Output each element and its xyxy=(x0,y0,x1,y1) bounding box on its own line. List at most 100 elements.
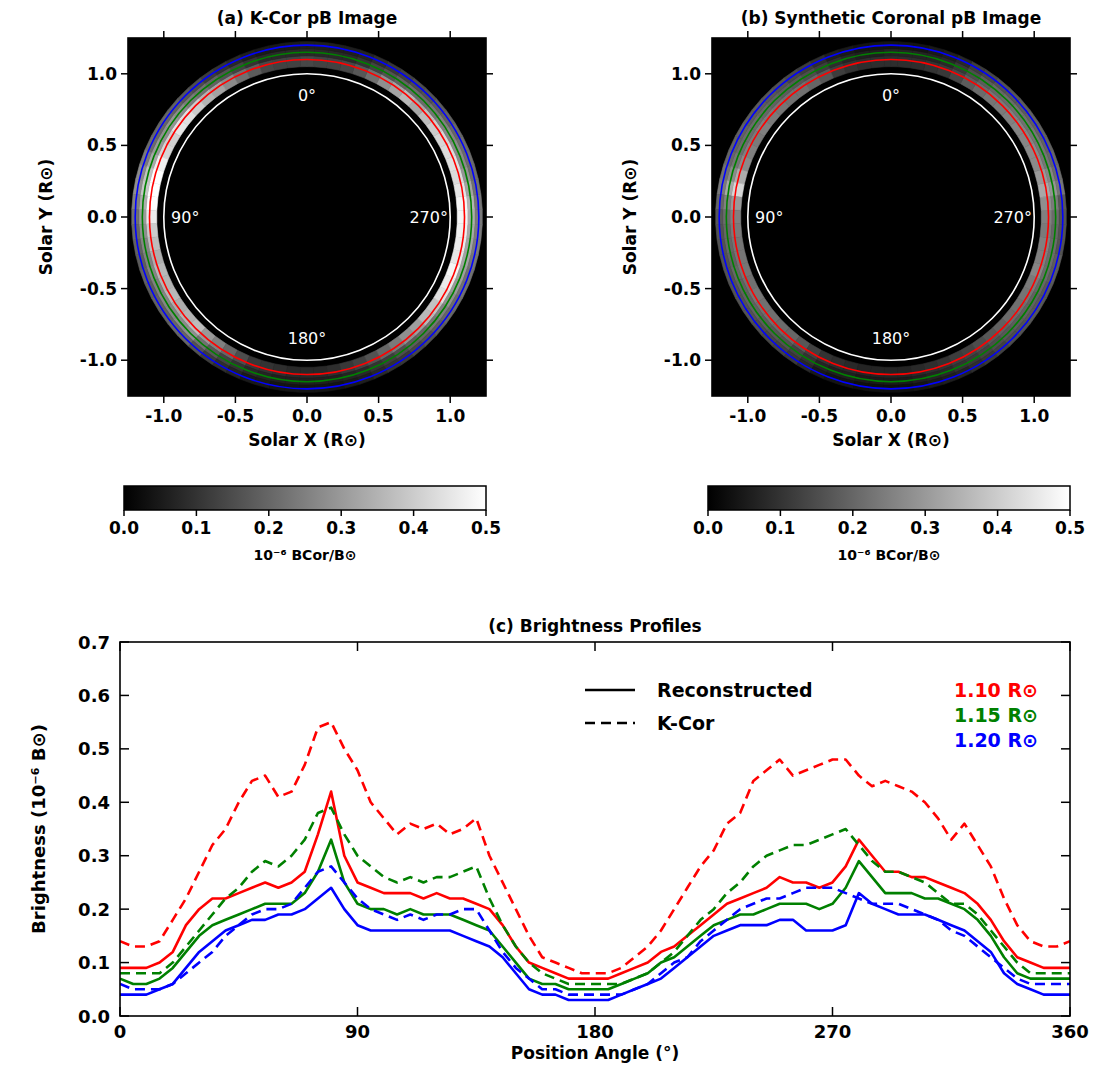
legend-swatch xyxy=(585,722,635,725)
x-tick-label: 0.5 xyxy=(948,406,978,426)
y-tick-label: 0.5 xyxy=(78,738,110,759)
angle-label: 180° xyxy=(288,329,327,348)
x-tick xyxy=(819,31,821,38)
colorbar-tick xyxy=(707,510,709,516)
y-tick xyxy=(486,73,493,75)
x-tick-label: 360 xyxy=(1051,1021,1089,1042)
image-wedge xyxy=(314,56,328,68)
x-tick-label: -0.5 xyxy=(217,406,254,426)
y-tick xyxy=(120,641,129,643)
colorbar-label: 10⁻⁶ BCor/B⊙ xyxy=(838,547,941,563)
y-axis-title: Solar Y (R⊙) xyxy=(36,159,56,276)
x-tick xyxy=(1069,1007,1071,1016)
colorbar-tick xyxy=(852,510,854,516)
y-tick xyxy=(705,216,712,218)
frame xyxy=(120,642,1070,1016)
colorbar-tick xyxy=(340,510,342,516)
angle-label: 90° xyxy=(171,208,199,227)
angle-label: 0° xyxy=(298,86,316,105)
colorbar-tick-label: 0.5 xyxy=(1055,518,1085,538)
image-background xyxy=(712,38,1070,396)
colorbar-tick-label: 0.2 xyxy=(254,518,284,538)
x-tick xyxy=(747,31,749,38)
image-wedge xyxy=(314,366,328,378)
profile-line xyxy=(120,792,1070,979)
x-tick xyxy=(832,1007,834,1016)
image-background xyxy=(128,38,486,396)
legend-entry: 1.20 R⊙ xyxy=(954,729,1038,751)
image-wedge xyxy=(456,224,468,238)
x-tick xyxy=(747,396,749,403)
image-wedge xyxy=(457,210,468,224)
y-tick-label: -0.5 xyxy=(664,279,701,299)
image-wedge xyxy=(307,56,314,67)
x-tick xyxy=(357,642,359,651)
colorbar-tick-label: 0.1 xyxy=(181,518,211,538)
y-tick-label: 0.4 xyxy=(78,792,110,813)
x-axis-title: Solar X (R⊙) xyxy=(248,430,365,450)
x-tick-label: 0.5 xyxy=(364,406,394,426)
x-tick xyxy=(1033,31,1035,38)
x-tick xyxy=(594,642,596,651)
radius-circle xyxy=(164,74,450,360)
y-tick-label: 0.7 xyxy=(78,632,110,653)
x-tick xyxy=(119,1007,121,1016)
y-tick xyxy=(120,855,129,857)
x-tick xyxy=(163,396,165,403)
colorbar-tick-label: 0.4 xyxy=(983,518,1013,538)
colorbar-tick xyxy=(924,510,926,516)
y-tick xyxy=(705,359,712,361)
y-tick-label: 0.3 xyxy=(78,845,110,866)
y-tick xyxy=(1061,641,1070,643)
colorbar-tick xyxy=(268,510,270,516)
y-tick-label: 1.0 xyxy=(671,64,701,84)
y-tick xyxy=(120,748,129,750)
y-tick xyxy=(121,288,128,290)
radius-circle xyxy=(719,45,1063,389)
image-wedge xyxy=(884,367,898,378)
x-tick xyxy=(1069,642,1071,651)
image-wedge xyxy=(146,210,157,224)
y-tick xyxy=(121,73,128,75)
y-tick xyxy=(1061,1015,1070,1017)
colorbar-tick-label: 0.1 xyxy=(765,518,795,538)
y-tick xyxy=(120,1015,129,1017)
y-axis-title: Solar Y (R⊙) xyxy=(620,159,640,276)
x-tick-label: 1.0 xyxy=(435,406,465,426)
image-wedge xyxy=(1040,224,1052,238)
x-tick xyxy=(378,31,380,38)
radius-circle xyxy=(726,52,1055,381)
x-tick xyxy=(962,31,964,38)
legend-entry: 1.15 R⊙ xyxy=(954,704,1038,726)
x-tick xyxy=(306,31,308,38)
y-tick xyxy=(1070,288,1077,290)
radius-circle xyxy=(748,74,1034,360)
y-tick xyxy=(1070,216,1077,218)
x-tick-label: 1.0 xyxy=(1019,406,1049,426)
legend-label: K-Cor xyxy=(657,712,715,734)
image-data xyxy=(716,42,1067,393)
y-tick-label: 0.2 xyxy=(78,899,110,920)
y-tick xyxy=(486,216,493,218)
colorbar-tick-label: 0.5 xyxy=(471,518,501,538)
y-axis-title: Brightness (10⁻⁶ B⊙) xyxy=(28,724,49,934)
x-tick xyxy=(1033,396,1035,403)
angle-label: 270° xyxy=(993,208,1032,227)
x-tick-label: 0.0 xyxy=(876,406,906,426)
x-tick xyxy=(449,31,451,38)
y-tick xyxy=(1061,748,1070,750)
image-wedge xyxy=(146,224,158,238)
radius-circle xyxy=(142,52,471,381)
legend-entry: 1.10 R⊙ xyxy=(954,679,1038,701)
image-wedge xyxy=(898,56,912,68)
angle-label: 0° xyxy=(882,86,900,105)
legend-swatch xyxy=(585,689,635,692)
profile-line xyxy=(120,808,1070,984)
colorbar-tick-label: 0.3 xyxy=(910,518,940,538)
x-axis-title: Solar X (R⊙) xyxy=(832,430,949,450)
image-wedge xyxy=(456,196,468,210)
colorbar-tick xyxy=(780,510,782,516)
y-tick xyxy=(120,802,129,804)
frame xyxy=(712,38,1070,396)
colorbar-tick-label: 0.3 xyxy=(326,518,356,538)
